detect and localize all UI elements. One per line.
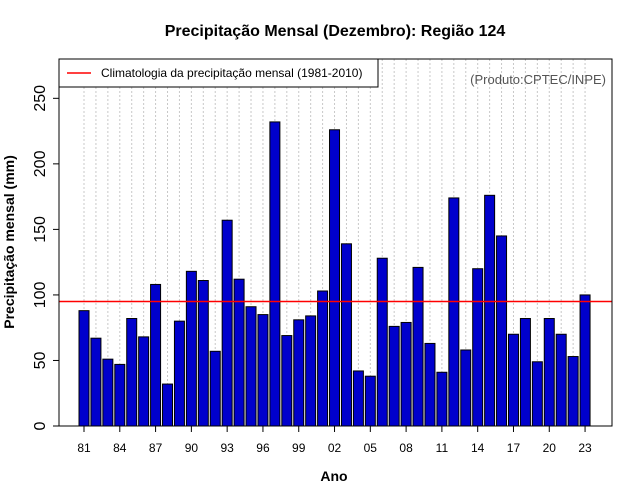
bar-1983 (102, 358, 114, 427)
x-tick-label: 02 (328, 441, 342, 455)
x-tick-label: 96 (256, 441, 270, 455)
bar-2021 (555, 333, 567, 427)
bar-1982 (90, 337, 102, 427)
x-tick-label: 87 (149, 441, 163, 455)
y-tick-label: 0 (32, 421, 49, 430)
bar-1996 (257, 314, 269, 427)
x-tick-label: 17 (507, 441, 521, 455)
x-tick-label: 08 (399, 441, 413, 455)
x-axis: 81 84 87 90 93 96 99 02 05 08 11 14 17 20 23 (77, 426, 592, 455)
product-credit: (Produto:CPTEC/INPE) (470, 72, 606, 87)
bar-2019 (531, 361, 543, 427)
bar-1991 (197, 280, 209, 427)
bar-2012 (448, 197, 460, 427)
bar-2022 (567, 356, 579, 427)
bar-2010 (424, 342, 436, 427)
bar-1995 (245, 306, 257, 427)
legend-label: Climatologia da precipitação mensal (198… (101, 66, 362, 80)
x-tick-label: 99 (292, 441, 306, 455)
bar-2020 (543, 318, 555, 427)
bar-2008 (400, 321, 412, 427)
bar-1997 (269, 121, 281, 427)
bar-2017 (507, 333, 519, 427)
bar-2007 (388, 325, 400, 427)
bar-series (78, 121, 591, 427)
bar-2013 (460, 349, 472, 427)
bar-1999 (293, 319, 305, 427)
bar-1981 (78, 310, 90, 427)
bar-2015 (484, 194, 496, 427)
x-tick-label: 11 (436, 441, 449, 455)
bar-2011 (436, 371, 448, 427)
bar-1988 (162, 383, 174, 427)
bar-2016 (496, 235, 508, 427)
bar-1985 (126, 318, 138, 427)
bar-2018 (519, 318, 531, 427)
bar-2002 (329, 129, 341, 427)
bar-2005 (364, 375, 376, 427)
x-tick-label: 23 (578, 441, 592, 455)
x-tick-label: 14 (471, 441, 485, 455)
x-tick-label: 93 (220, 441, 234, 455)
x-tick-label: 84 (113, 441, 127, 455)
x-axis-label: Ano (320, 468, 347, 484)
y-tick-label: 100 (32, 281, 49, 308)
x-tick-label: 20 (543, 441, 557, 455)
bar-1990 (185, 270, 197, 427)
y-axis: 0 50 100 150 200 250 (32, 85, 59, 430)
bar-2004 (352, 370, 364, 427)
y-tick-label: 50 (32, 351, 49, 369)
bar-2000 (305, 315, 317, 427)
chart-title: Precipitação Mensal (Dezembro): Região 1… (165, 23, 506, 40)
bar-1984 (114, 363, 126, 427)
bar-2001 (317, 290, 329, 427)
bar-2003 (340, 243, 352, 427)
bar-1989 (173, 320, 185, 427)
x-tick-label: 05 (364, 441, 378, 455)
y-tick-label: 150 (32, 216, 49, 243)
y-tick-label: 200 (32, 150, 49, 177)
bar-2014 (472, 268, 484, 427)
bar-1998 (281, 335, 293, 427)
bar-2023 (579, 294, 591, 427)
legend: Climatologia da precipitação mensal (198… (58, 58, 379, 88)
bar-1987 (150, 283, 162, 427)
bar-1992 (209, 350, 221, 427)
y-axis-label: Precipitação mensal (mm) (1, 155, 17, 329)
legend-box (58, 58, 379, 88)
x-tick-label: 90 (185, 441, 199, 455)
x-tick-label: 81 (77, 441, 91, 455)
y-tick-label: 250 (32, 85, 49, 112)
bar-2009 (412, 266, 424, 427)
bar-1986 (138, 336, 150, 427)
bar-2006 (376, 257, 388, 427)
bar-1993 (221, 219, 233, 427)
